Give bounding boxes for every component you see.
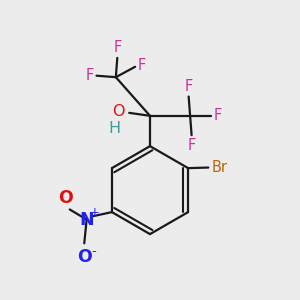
Text: O: O <box>112 104 125 119</box>
Text: F: F <box>188 138 196 153</box>
Text: F: F <box>113 40 122 55</box>
Text: F: F <box>138 58 146 73</box>
Text: O: O <box>58 189 73 207</box>
Text: Br: Br <box>211 160 227 175</box>
Text: O: O <box>77 248 92 266</box>
Text: +: + <box>90 206 100 219</box>
Text: F: F <box>184 79 193 94</box>
Text: H: H <box>108 121 120 136</box>
Text: N: N <box>79 211 94 229</box>
Text: F: F <box>214 108 222 123</box>
Text: F: F <box>85 68 94 83</box>
Text: -: - <box>92 245 96 258</box>
